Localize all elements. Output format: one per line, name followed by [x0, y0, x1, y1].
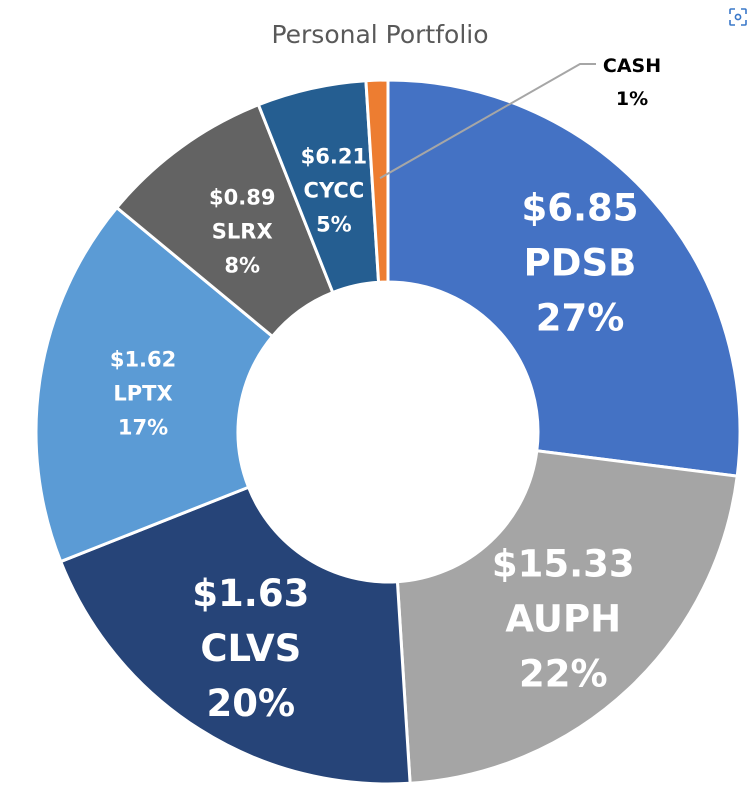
label-slrx-price: $0.89	[209, 186, 275, 210]
cash-leader-line	[379, 63, 596, 179]
slice-auph	[395, 449, 739, 785]
label-pdsb-label-pct: 27%	[536, 297, 625, 340]
label-auph-ticker: AUPH	[505, 598, 621, 641]
label-cash-label-pct: 1%	[616, 88, 648, 110]
label-cycc-price: $6.21	[301, 144, 367, 168]
slice-pdsb	[386, 78, 742, 478]
slice-clvs	[58, 485, 412, 786]
label-auph-price: $15.33	[492, 543, 635, 586]
labels-group: $6.85 PDSB 27% $15.33 AUPH 22% $1.63 CLVS 20% $1.…	[110, 55, 661, 725]
label-cycc-ticker: CYCC	[304, 178, 365, 202]
label-lptx-ticker: LPTX	[113, 382, 172, 406]
label-pdsb-price: $6.85	[522, 187, 639, 230]
label-clvs-ticker: CLVS	[200, 627, 301, 670]
label-slrx-label-pct: 8%	[224, 254, 260, 278]
label-cycc-label-pct: 5%	[316, 212, 352, 236]
label-clvs-label-pct: 20%	[207, 682, 296, 725]
slice-lptx	[34, 205, 275, 564]
label-lptx-label-pct: 17%	[118, 416, 168, 440]
label-slrx-ticker: SLRX	[212, 220, 273, 244]
label-auph-label-pct: 22%	[519, 653, 608, 696]
slice-cash	[364, 78, 390, 284]
label-clvs-price: $1.63	[192, 572, 309, 615]
label-pdsb-ticker: PDSB	[524, 242, 637, 285]
label-lptx-price: $1.62	[110, 348, 176, 372]
chart-title: Personal Portfolio	[271, 20, 488, 49]
slices-group	[34, 78, 742, 786]
label-cash-ticker: CASH	[603, 55, 661, 77]
focus-scan-icon[interactable]	[729, 8, 747, 26]
